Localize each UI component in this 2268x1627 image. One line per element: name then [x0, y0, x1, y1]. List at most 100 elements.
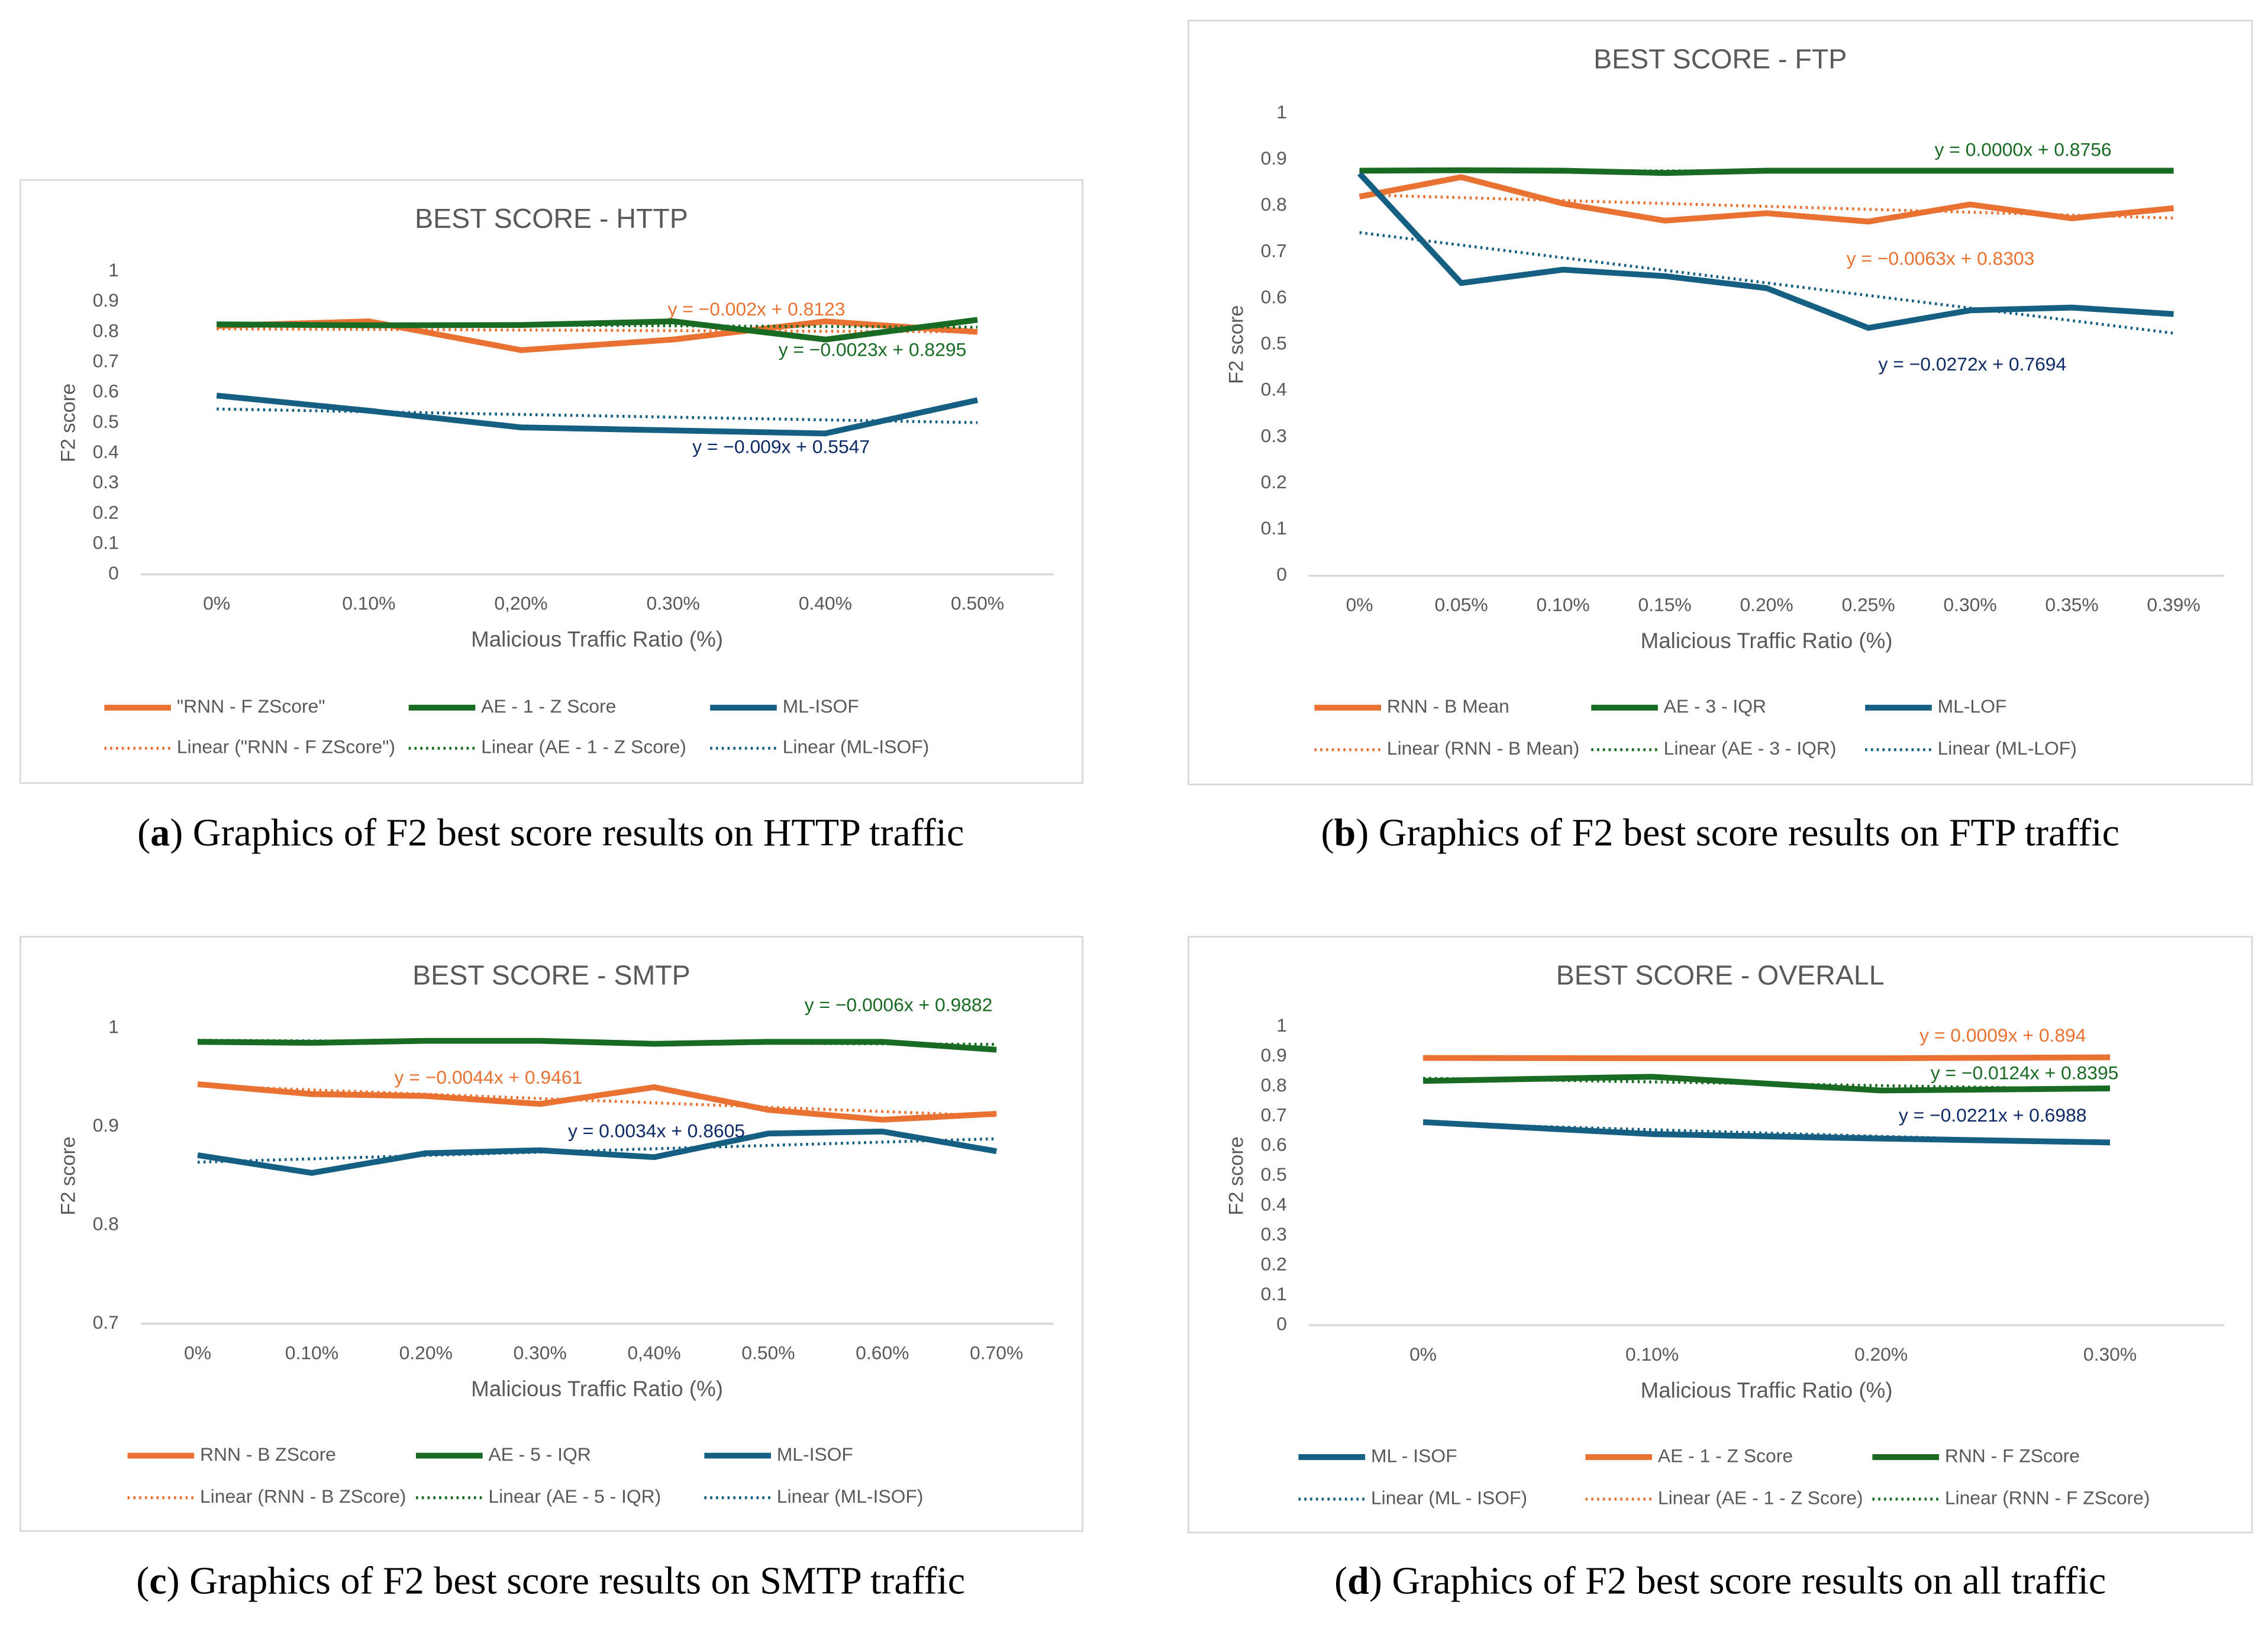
y-tick-label: 0.7 — [93, 350, 119, 371]
x-tick-label: 0.60% — [856, 1342, 909, 1363]
trendline-equation: y = −0.009x + 0.5547 — [692, 436, 870, 458]
y-tick-label: 0.9 — [1261, 147, 1287, 169]
x-tick-label: 0.30% — [1943, 594, 1996, 616]
y-tick-label: 0.1 — [93, 532, 119, 553]
x-tick-label: 0.15% — [1638, 594, 1691, 616]
y-tick-label: 0.3 — [1261, 425, 1287, 446]
chart-b: BEST SCORE - FTP 0 0.1 0.2 0.3 0.4 0.5 0.6 0.7 0.… — [1187, 20, 2253, 855]
legend-entry: ML-LOF — [1938, 695, 2007, 717]
y-tick-label: 0.9 — [93, 1114, 119, 1136]
y-tick-label: 1 — [108, 1016, 119, 1037]
y-tick-label: 0.8 — [1261, 1074, 1287, 1096]
legend-entry: ML-ISOF — [783, 695, 859, 717]
x-tick-label: 0,20% — [494, 592, 547, 614]
x-tick-label: 0.25% — [1841, 594, 1895, 616]
legend-entry-trend: Linear (ML - ISOF) — [1371, 1487, 1527, 1508]
y-tick-label: 0.6 — [1261, 286, 1287, 307]
x-axis-label: Malicious Traffic Ratio (%) — [1641, 629, 1893, 653]
y-tick-label: 0.1 — [1261, 517, 1287, 539]
x-tick-label: 0,40% — [627, 1342, 680, 1363]
legend-entry: ML - ISOF — [1371, 1445, 1457, 1466]
legend-entry-trend: Linear (ML-ISOF) — [777, 1486, 924, 1507]
series-line-green — [1423, 1074, 2111, 1094]
x-tick-label: 0.20% — [1854, 1344, 1908, 1365]
legend-entry-trend: Linear ("RNN - F ZScore") — [177, 736, 395, 758]
chart-frame — [19, 936, 1084, 1532]
y-tick-label: 0.8 — [1261, 194, 1287, 215]
legend-entry: "RNN - F ZScore" — [177, 695, 325, 717]
y-tick-label: 0.2 — [1261, 1254, 1287, 1275]
y-tick-label: 0.3 — [1261, 1223, 1287, 1245]
legend-entry: RNN - B ZScore — [200, 1444, 336, 1465]
x-tick-label: 0.39% — [2147, 594, 2200, 616]
legend-entry: RNN - B Mean — [1387, 695, 1509, 717]
y-axis-label: F2 score — [1225, 1136, 1248, 1215]
trendline-equation: y = −0.0221x + 0.6988 — [1899, 1104, 2087, 1126]
y-tick-label: 0.4 — [93, 441, 119, 462]
trendline-equation: y = −0.0063x + 0.8303 — [1847, 247, 2035, 269]
figure-caption: (d) Graphics of F2 best score results on… — [1334, 1560, 2106, 1603]
y-axis-label: F2 score — [57, 384, 80, 462]
trendline-equation: y = −0.0006x + 0.9882 — [805, 994, 993, 1016]
trendline-equation: y = −0.0023x + 0.8295 — [779, 339, 967, 360]
x-tick-label: 0.20% — [1740, 594, 1793, 616]
legend-entry-trend: Linear (AE - 5 - IQR) — [488, 1486, 661, 1507]
legend-entry-trend: Linear (RNN - F ZScore) — [1945, 1487, 2150, 1508]
legend-entry-trend: Linear (AE - 1 - Z Score) — [1658, 1487, 1863, 1508]
trendline-equation: y = −0.002x + 0.8123 — [667, 298, 845, 320]
chart-title: BEST SCORE - HTTP — [415, 203, 688, 234]
x-tick-label: 0.50% — [951, 592, 1004, 614]
legend-entry: RNN - F ZScore — [1945, 1445, 2080, 1466]
x-tick-label: 0.10% — [1625, 1344, 1679, 1365]
chart-a: BEST SCORE - HTTP 0 0.1 0.2 0.3 0.4 0.5 0.6 0.7 0… — [19, 179, 1084, 855]
x-tick-label: 0.05% — [1434, 594, 1488, 616]
x-tick-label: 0.10% — [342, 592, 395, 614]
y-tick-label: 0.7 — [1261, 240, 1287, 261]
x-tick-label: 0% — [1346, 594, 1373, 616]
chart-title: BEST SCORE - OVERALL — [1556, 960, 1885, 991]
series-line-blue — [1422, 1119, 2111, 1146]
trendline-equation: y = 0.0000x + 0.8756 — [1935, 139, 2112, 160]
y-tick-label: 0.2 — [93, 501, 119, 523]
y-tick-label: 0.3 — [93, 471, 119, 492]
y-axis-label: F2 score — [57, 1136, 80, 1215]
series-line-green — [217, 317, 978, 343]
x-tick-label: 0% — [1409, 1344, 1437, 1365]
y-tick-label: 0.5 — [1261, 333, 1287, 354]
figure-caption: (c) Graphics of F2 best score results on… — [136, 1560, 965, 1603]
legend-entry-trend: Linear (AE - 1 - Z Score) — [481, 736, 686, 758]
legend-entry-trend: Linear (ML-LOF) — [1938, 737, 2077, 759]
legend-entry-trend: Linear (ML-ISOF) — [783, 736, 930, 758]
y-tick-label: 1 — [108, 259, 119, 281]
x-axis-label: Malicious Traffic Ratio (%) — [471, 1377, 723, 1401]
trendline-equation: y = −0.0044x + 0.9461 — [395, 1067, 583, 1088]
x-tick-label: 0.20% — [399, 1342, 453, 1363]
x-tick-label: 0.30% — [514, 1342, 567, 1363]
y-tick-label: 0.7 — [1261, 1104, 1287, 1125]
x-axis-label: Malicious Traffic Ratio (%) — [471, 627, 723, 652]
series-line-orange — [217, 318, 978, 353]
legend-entry: ML-ISOF — [777, 1444, 853, 1465]
y-tick-label: 0.6 — [1261, 1134, 1287, 1155]
chart-frame — [19, 179, 1084, 784]
x-axis-label: Malicious Traffic Ratio (%) — [1641, 1378, 1893, 1402]
y-tick-label: 0.1 — [1261, 1283, 1287, 1304]
chart-d: BEST SCORE - OVERALL 0 0.1 0.2 0.3 0.4 0.5 0.6 0… — [1187, 936, 2253, 1603]
y-tick-label: 0.4 — [1261, 379, 1287, 400]
y-tick-label: 0 — [108, 562, 119, 584]
figure-caption: (b) Graphics of F2 best score results on… — [1321, 811, 2119, 855]
series-line-orange — [197, 1081, 997, 1123]
y-tick-label: 0 — [1276, 563, 1287, 585]
x-tick-label: 0.70% — [970, 1342, 1023, 1363]
series-line-orange — [1423, 1054, 2111, 1061]
chart-frame — [1187, 936, 2253, 1533]
chart-title: BEST SCORE - SMTP — [412, 960, 691, 991]
chart-frame — [1187, 20, 2253, 785]
y-axis-label: F2 score — [1225, 305, 1248, 384]
x-tick-label: 0.10% — [1536, 594, 1589, 616]
trendline-equation: y = −0.0124x + 0.8395 — [1931, 1062, 2119, 1084]
chart-c: BEST SCORE - SMTP 0.7 0.8 0.9 1 0% 0.10% 0.20% 0… — [19, 936, 1084, 1603]
y-tick-label: 0.7 — [93, 1312, 119, 1333]
x-tick-label: 0% — [184, 1342, 211, 1363]
